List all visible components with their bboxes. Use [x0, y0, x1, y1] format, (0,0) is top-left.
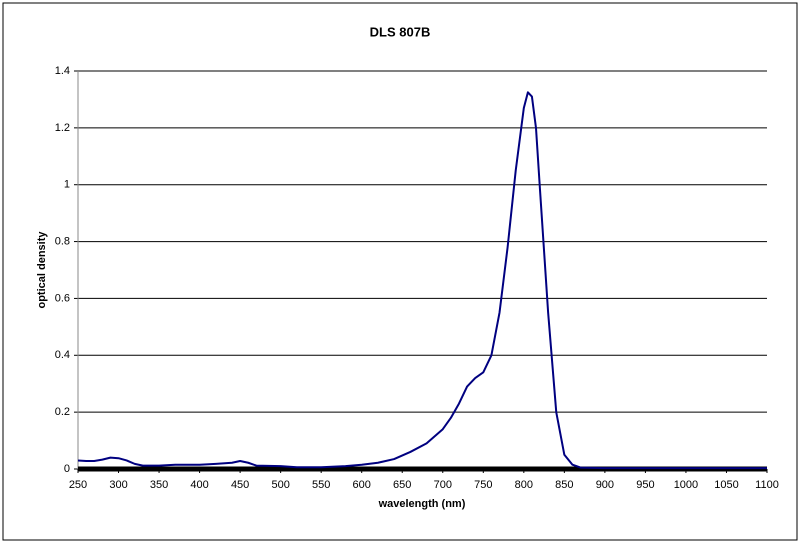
x-tick-label: 800: [515, 479, 533, 491]
x-tick-label: 400: [190, 479, 208, 491]
y-tick-label: 1.4: [55, 65, 70, 77]
x-tick-label: 950: [636, 479, 654, 491]
y-tick-label: 0.2: [55, 406, 70, 418]
x-tick-label: 1000: [674, 479, 698, 491]
frame: [2, 2, 798, 541]
x-tick-label: 300: [109, 479, 127, 491]
y-tick-label: 0.8: [55, 235, 70, 247]
y-tick-label: 1: [64, 179, 70, 191]
x-tick-label: 550: [312, 479, 330, 491]
x-tick-label: 1050: [714, 479, 738, 491]
data-line: [77, 91, 767, 470]
x-tick-label: 650: [393, 479, 411, 491]
y-tick-label: 1.2: [55, 122, 70, 134]
x-axis-label: wavelength (nm): [378, 498, 466, 510]
x-tick-label: 350: [150, 479, 168, 491]
y-tick-label: 0: [64, 463, 70, 475]
x-tick-label: 850: [555, 479, 573, 491]
y-tick-label: 0.4: [55, 349, 70, 361]
x-tick-label: 250: [69, 479, 87, 491]
y-tick-label: 0.6: [55, 292, 70, 304]
x-tick-label: 600: [353, 479, 371, 491]
x-tick-label: 900: [596, 479, 614, 491]
x-tick-label: 700: [434, 479, 452, 491]
chart-title: DLS 807B: [370, 24, 431, 39]
x-tick-label: 500: [271, 479, 289, 491]
x-tick-label: 1100: [755, 479, 779, 491]
y-axis-label: optical density: [36, 231, 48, 309]
x-tick-label: 750: [474, 479, 492, 491]
x-tick-label: 450: [231, 479, 249, 491]
